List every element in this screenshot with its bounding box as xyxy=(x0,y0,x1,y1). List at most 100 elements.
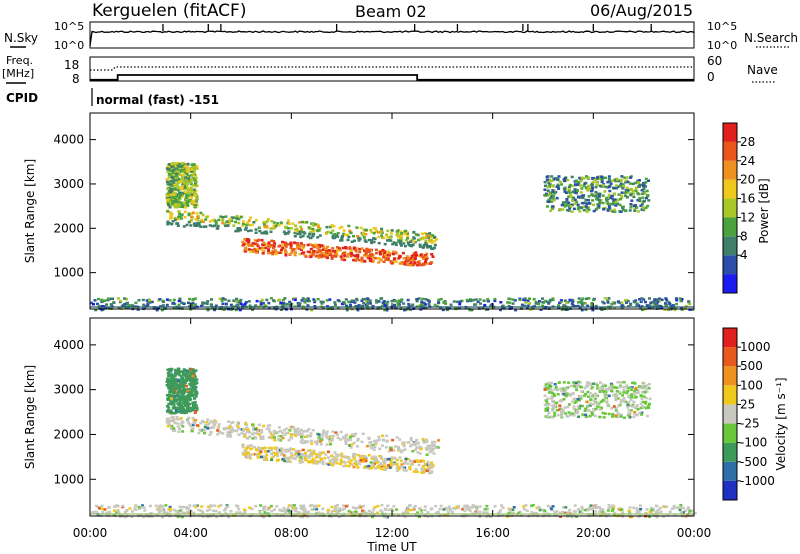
echo-cell xyxy=(571,304,575,307)
echo-cell xyxy=(410,254,414,258)
echo-cell xyxy=(301,247,305,250)
echo-cell xyxy=(582,302,586,305)
echo-cell xyxy=(344,464,348,467)
echo-cell xyxy=(252,426,255,429)
echo-cell xyxy=(169,193,173,196)
echo-cell xyxy=(402,257,406,260)
echo-cell xyxy=(175,379,178,383)
echo-cell xyxy=(177,393,180,397)
echo-cell xyxy=(191,211,195,214)
echo-cell xyxy=(244,242,248,246)
echo-cell xyxy=(313,305,317,308)
echo-cell xyxy=(356,235,360,238)
echo-cell xyxy=(183,216,187,219)
echo-cell xyxy=(606,180,610,184)
echo-cell xyxy=(194,183,197,186)
echo-cell xyxy=(518,298,522,302)
echo-cell xyxy=(613,178,617,182)
echo-cell xyxy=(318,234,322,237)
echo-cell xyxy=(639,300,643,304)
echo-cell xyxy=(395,436,399,439)
echo-cell xyxy=(313,506,317,509)
echo-cell xyxy=(395,463,399,467)
echo-cell xyxy=(317,433,321,436)
echo-cell xyxy=(404,469,408,472)
echo-cell xyxy=(301,430,305,433)
echo-cell xyxy=(415,439,418,442)
echo-cell xyxy=(383,461,387,464)
echo-cell xyxy=(345,308,349,312)
echo-cell xyxy=(640,385,644,388)
echo-cell xyxy=(296,232,300,236)
echo-cell xyxy=(192,163,196,166)
echo-cell xyxy=(176,425,180,428)
echo-cell xyxy=(569,205,573,208)
echo-cell xyxy=(193,191,197,194)
echo-cell xyxy=(562,304,566,307)
echo-cell xyxy=(298,221,302,224)
echo-cell xyxy=(500,504,504,507)
colorbar-frame xyxy=(722,122,738,294)
echo-cell xyxy=(553,414,556,417)
echo-cell xyxy=(268,430,272,433)
echo-cell xyxy=(232,429,236,432)
echo-cell xyxy=(386,255,390,259)
echo-cell xyxy=(677,506,681,509)
echo-cell xyxy=(396,235,400,239)
echo-cell xyxy=(656,300,660,304)
echo-cell xyxy=(378,250,382,254)
echo-cell xyxy=(315,254,319,257)
echo-cell xyxy=(158,510,161,514)
echo-cell xyxy=(551,400,555,403)
echo-cell xyxy=(644,185,647,188)
echo-cell xyxy=(182,370,186,374)
echo-cell xyxy=(562,381,566,384)
echo-cell xyxy=(460,299,464,303)
y-tick-label: 2000 xyxy=(53,221,84,235)
echo-cell xyxy=(507,304,511,308)
echo-cell xyxy=(343,302,347,306)
echo-cell xyxy=(545,386,549,390)
echo-cell xyxy=(312,245,316,249)
echo-cell xyxy=(458,300,462,303)
echo-cell xyxy=(565,301,569,305)
echo-cell xyxy=(180,301,184,304)
echo-cell xyxy=(193,203,197,207)
echo-cell xyxy=(194,369,198,372)
echo-cell xyxy=(237,427,240,430)
echo-cell xyxy=(175,387,178,390)
echo-cell xyxy=(420,232,424,236)
echo-cell xyxy=(178,203,181,207)
echo-cell xyxy=(260,239,264,242)
echo-cell xyxy=(193,401,197,405)
echo-cell xyxy=(309,231,313,234)
echo-cell xyxy=(408,504,412,507)
echo-cell xyxy=(380,297,384,300)
echo-cell xyxy=(401,251,405,255)
echo-cell xyxy=(180,162,184,165)
echo-cell xyxy=(427,471,431,475)
colorbar-tick-label: 4 xyxy=(740,248,748,262)
echo-cell xyxy=(301,234,305,238)
echo-cell xyxy=(569,394,573,397)
echo-cell xyxy=(580,511,584,514)
echo-cell xyxy=(579,191,583,194)
echo-cell xyxy=(172,196,176,199)
echo-cell xyxy=(524,504,528,507)
echo-cell xyxy=(678,297,682,300)
echo-cell xyxy=(198,513,202,517)
echo-cell xyxy=(272,299,275,302)
echo-cell xyxy=(584,186,588,189)
echo-cell xyxy=(319,440,322,443)
echo-cell xyxy=(106,298,110,302)
echo-cell xyxy=(409,508,413,512)
echo-cell xyxy=(261,515,265,519)
echo-cell xyxy=(193,194,197,197)
echo-cell xyxy=(374,230,378,233)
echo-cell xyxy=(406,262,409,266)
echo-cell xyxy=(340,225,344,229)
echo-cell xyxy=(573,504,577,507)
echo-cell xyxy=(267,436,271,439)
echo-cell xyxy=(433,303,437,307)
echo-cell xyxy=(471,504,475,507)
